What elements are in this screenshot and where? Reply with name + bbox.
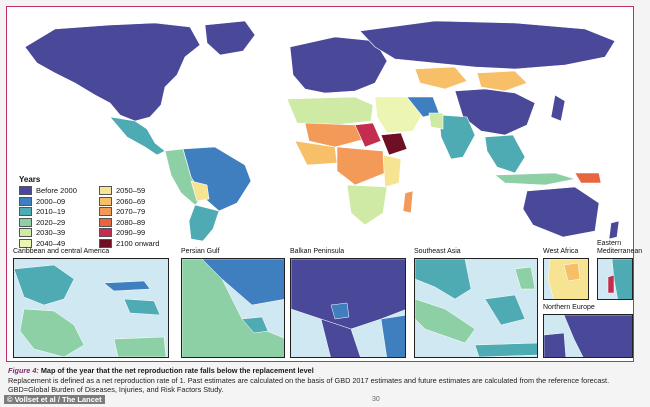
inset-persian-gulf: [181, 258, 285, 358]
region-mongolia: [476, 70, 528, 92]
legend-label: 2020–29: [36, 217, 66, 227]
map-legend: Years Before 2000 2050–59 2000–09 2060–69 20…: [19, 175, 179, 248]
region-indonesia: [494, 172, 576, 186]
legend-label: 2060–69: [116, 196, 146, 206]
inset-balkan: [290, 258, 406, 358]
inset-persian-gulf-map: [182, 259, 284, 357]
legend-item: 2040–49: [19, 238, 99, 248]
inset-label-balkan: Balkan Peninsula: [290, 248, 345, 255]
inset-caribbean: [13, 258, 169, 358]
inset-caribbean-map: [14, 264, 167, 357]
region-southeast-asia: [484, 134, 526, 174]
legend-item: 2070–79: [99, 207, 179, 216]
region-png: [574, 172, 602, 184]
legend-item: 2060–69: [99, 196, 179, 206]
region-north-africa: [286, 96, 374, 126]
legend-item: 2010–19: [19, 207, 99, 216]
region-pakistan: [428, 112, 444, 130]
inset-label-southeast-asia: Southeast Asia: [414, 248, 461, 255]
region-east-africa: [382, 154, 402, 188]
legend-swatch: [99, 217, 112, 227]
figure-frame: Years Before 2000 2050–59 2000–09 2060–69 20…: [6, 6, 642, 362]
legend-swatch: [19, 238, 32, 248]
legend-label: Before 2000: [36, 186, 77, 195]
figure-caption: Figure 4: Map of the year that the net r…: [8, 366, 644, 395]
caption-body: Replacement is defined as a net reproduc…: [8, 375, 610, 395]
legend-label: 2080–89: [116, 217, 146, 227]
legend-label: 2000–09: [36, 196, 66, 206]
inset-northern-europe-map: [544, 315, 632, 357]
world-map: [24, 20, 620, 242]
legend-item: 2080–89: [99, 217, 179, 227]
region-kazakhstan: [414, 66, 468, 90]
legend-swatch: [19, 217, 32, 227]
inset-southeast-asia: [414, 258, 538, 358]
legend-item: Before 2000: [19, 186, 99, 195]
legend-item: 2000–09: [19, 196, 99, 206]
legend-swatch: [19, 196, 32, 206]
inset-label-caribbean: Caribbean and central America: [13, 248, 110, 255]
legend-item: 2020–29: [19, 217, 99, 227]
inset-eastern-med-map: [607, 259, 632, 299]
legend-label: 2030–39: [36, 228, 66, 237]
figure-title: Map of the year that the net reproductio…: [40, 366, 314, 375]
legend-item: 2100 onward: [99, 238, 179, 248]
inset-label-persian-gulf: Persian Gulf: [181, 248, 220, 255]
region-somalia: [380, 132, 408, 156]
image-credit: © Vollset et al / The Lancet: [4, 395, 105, 404]
region-india: [438, 114, 476, 160]
region-central-africa: [336, 146, 386, 186]
legend-label: 2070–79: [116, 207, 146, 216]
region-south-america-west: [164, 148, 204, 206]
legend-item: 2050–59: [99, 186, 179, 195]
region-bolivia: [190, 180, 210, 202]
inset-eastern-med: [597, 258, 633, 300]
inset-label-west-africa: West Africa: [543, 248, 579, 255]
figure-label: Figure 4:: [8, 366, 39, 375]
legend-swatch: [99, 196, 112, 206]
legend-swatch: [99, 186, 112, 195]
region-argentina: [188, 204, 220, 242]
region-greenland: [204, 20, 256, 56]
legend-item: 2090–99: [99, 228, 179, 237]
legend-swatch: [19, 228, 32, 237]
legend-item: 2030–39: [19, 228, 99, 237]
page-number: 30: [372, 396, 380, 403]
legend-label: 2100 onward: [116, 238, 160, 248]
legend-label: 2050–59: [116, 186, 146, 195]
legend-title: Years: [19, 175, 41, 184]
region-australia: [522, 186, 600, 238]
legend-label: 2040–49: [36, 238, 66, 248]
inset-west-africa: [543, 258, 589, 300]
legend-swatch: [99, 207, 112, 216]
region-new-zealand: [608, 220, 620, 240]
inset-northern-europe: [543, 314, 633, 358]
region-russia: [359, 20, 616, 70]
region-southern-africa: [346, 184, 388, 226]
region-japan: [550, 94, 566, 122]
inset-label-eastern-med: Eastern Mediterranean: [597, 240, 643, 255]
region-sahel: [304, 122, 366, 148]
region-niger-chad: [354, 122, 382, 148]
legend-swatch: [19, 207, 32, 216]
inset-southeast-asia-map: [415, 259, 537, 357]
legend-swatch: [99, 238, 112, 248]
inset-west-africa-map: [547, 259, 588, 299]
legend-swatch: [19, 186, 32, 195]
legend-label: 2010–19: [36, 207, 66, 216]
region-europe: [289, 36, 388, 94]
inset-balkan-map: [291, 259, 405, 357]
legend-label: 2090–99: [116, 228, 146, 237]
region-mexico: [109, 116, 166, 156]
region-madagascar: [402, 190, 414, 214]
legend-swatch: [99, 228, 112, 237]
inset-label-northern-europe: Northern Europe: [543, 304, 595, 311]
region-north-america: [24, 22, 201, 122]
